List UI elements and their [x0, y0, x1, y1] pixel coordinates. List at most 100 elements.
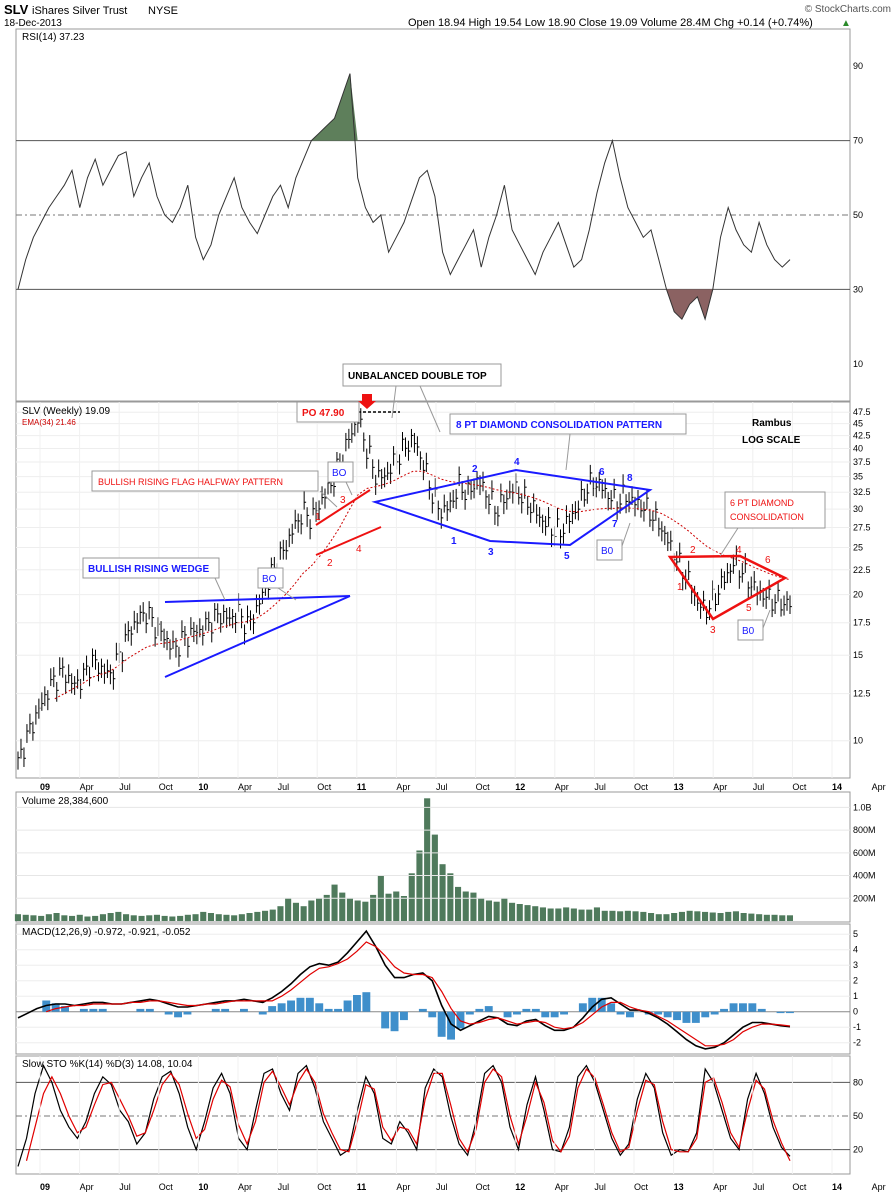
- volume-bar: [632, 911, 639, 921]
- macd-hist-bar: [475, 1008, 484, 1012]
- volume-bar: [269, 909, 276, 921]
- callout-pointer-4: [214, 577, 226, 601]
- bo-label-2: BO: [262, 574, 277, 585]
- price-tick-9: 32.5: [853, 487, 871, 497]
- macd-hist-bar: [597, 997, 606, 1012]
- macd-hist-bar: [145, 1008, 154, 1012]
- volume-tick-3: 800M: [853, 825, 876, 835]
- volume-bar: [686, 910, 693, 921]
- volume-bar: [146, 915, 153, 921]
- rsi-title: RSI(14) 37.23: [22, 32, 85, 43]
- blue-diamond-outline: [371, 468, 653, 547]
- volume-bar: [22, 914, 29, 922]
- price-title: SLV (Weekly) 19.09: [22, 406, 110, 417]
- macd-hist-bar: [296, 997, 305, 1012]
- volume-bar: [138, 915, 145, 921]
- rsi-line: [17, 73, 791, 321]
- volume-bar: [756, 914, 763, 921]
- flag-upper-line: [315, 489, 371, 526]
- chart-date: 18-Dec-2013: [4, 18, 62, 29]
- macd-hist-bar: [786, 1011, 794, 1014]
- volume-bar: [771, 914, 778, 922]
- volume-bar: [779, 915, 786, 921]
- price-tick-4: 20: [853, 590, 863, 600]
- volume-bar: [655, 914, 662, 921]
- rsi-panel: 10 30 50 70 90: [16, 61, 863, 369]
- volume-bar: [740, 913, 747, 921]
- time-label-0-20: 14: [832, 782, 842, 792]
- ema-legend: EMA(34) 21.46: [22, 418, 76, 427]
- volume-panel: 200M 400M 600M 800M 1.0B: [14, 798, 876, 922]
- time-label-1-21: Apr: [872, 1182, 886, 1192]
- time-label-1-19: Oct: [792, 1182, 807, 1192]
- macd-hist-bar: [673, 1011, 681, 1021]
- volume-tick-0: 200M: [853, 893, 876, 903]
- volume-bar: [346, 898, 353, 921]
- volume-bar: [455, 886, 462, 921]
- red-point-1: 1: [677, 582, 683, 593]
- volume-bar: [702, 911, 709, 921]
- volume-bar: [601, 910, 608, 921]
- volume-bar: [424, 798, 431, 921]
- macd-hist-bar: [98, 1008, 107, 1012]
- macd-tick-4: 2: [853, 976, 858, 986]
- time-label-0-17: Apr: [713, 782, 727, 792]
- volume-bar: [586, 909, 593, 921]
- volume-bar: [648, 913, 655, 921]
- macd-hist-bar: [663, 1011, 672, 1018]
- volume-bar: [431, 834, 438, 921]
- time-label-0-2: Jul: [119, 782, 131, 792]
- macd-hist-bar: [136, 1008, 145, 1012]
- time-label-0-13: Apr: [555, 782, 569, 792]
- quote-summary: Open 18.94 High 19.54 Low 18.90 Close 19…: [408, 17, 813, 29]
- callout-pointer-5: [345, 481, 353, 496]
- macd-hist-bar: [739, 1003, 747, 1012]
- time-label-1-0: 09: [40, 1182, 50, 1192]
- macd-hist-bar: [748, 1003, 757, 1012]
- blue-point-7: 7: [612, 519, 618, 530]
- volume-tick-1: 400M: [853, 871, 876, 881]
- volume-bar: [215, 914, 222, 921]
- macd-hist-bar: [334, 1008, 342, 1012]
- volume-bar: [385, 893, 392, 921]
- price-panel: 1012.51517.52022.52527.53032.53537.54042…: [16, 407, 871, 770]
- bo-box-3: [596, 539, 623, 561]
- rsi-tick-4: 90: [853, 61, 863, 71]
- volume-bar: [53, 913, 60, 921]
- macd-hist-bar: [324, 1008, 333, 1012]
- macd-hist-bar: [211, 1008, 220, 1012]
- volume-bar: [200, 911, 207, 921]
- volume-bar: [570, 908, 577, 921]
- volume-bar: [593, 907, 600, 921]
- up-arrow-icon: ▲: [841, 18, 851, 29]
- volume-bar: [76, 914, 83, 922]
- volume-bar: [578, 909, 585, 921]
- macd-hist-bar: [221, 1008, 230, 1012]
- volume-bar: [45, 914, 52, 921]
- macd-hist-bar: [268, 1006, 277, 1012]
- blue-point-5: 5: [564, 551, 570, 562]
- volume-bar: [84, 916, 91, 921]
- volume-bar: [316, 898, 323, 921]
- macd-tick-6: 4: [853, 945, 858, 955]
- time-label-1-1: Apr: [80, 1182, 94, 1192]
- volume-bar: [532, 906, 539, 921]
- macd-hist-bar: [720, 1008, 728, 1012]
- macd-hist-bar: [757, 1008, 766, 1012]
- sto-panel-frame: [15, 1055, 851, 1175]
- time-label-0-3: Oct: [159, 782, 174, 792]
- time-label-0-6: Jul: [278, 782, 290, 792]
- sto-k-line: [17, 1063, 791, 1167]
- callout-pointer-8: [762, 609, 771, 629]
- rsi-tick-2: 50: [853, 210, 863, 220]
- macd-hist-bar: [682, 1011, 691, 1023]
- time-label-0-4: 10: [198, 782, 208, 792]
- flag-point-4: 4: [356, 544, 362, 555]
- volume-bar: [192, 914, 199, 921]
- volume-bar: [485, 900, 492, 921]
- log-scale-label: LOG SCALE: [742, 435, 801, 446]
- callout-pointer-9: [719, 527, 739, 557]
- time-label-0-14: Jul: [594, 782, 606, 792]
- volume-bar: [717, 913, 724, 921]
